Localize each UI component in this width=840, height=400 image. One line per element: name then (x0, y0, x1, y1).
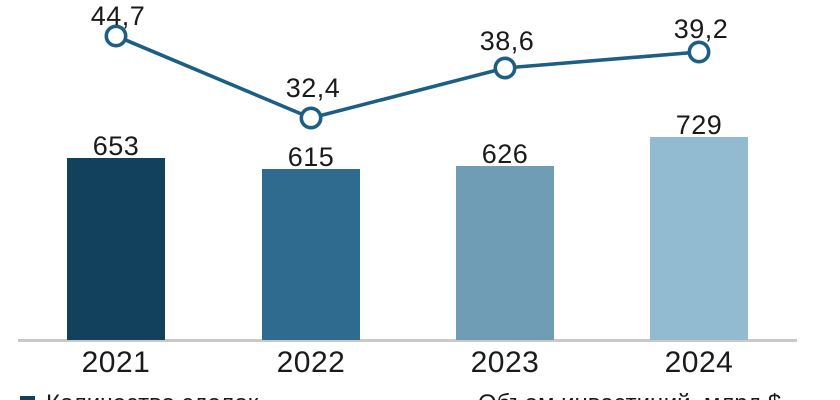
bar-2024 (650, 137, 748, 340)
bar-value-label-2022: 615 (287, 142, 335, 172)
line-value-label-2024: 39,2 (673, 14, 729, 44)
line-series-path (115, 34, 700, 120)
line-marker-2024 (687, 40, 711, 64)
line-marker-2022 (299, 106, 323, 130)
line-value-label-2022: 32,4 (285, 73, 341, 103)
line-value-label-2021: 44,7 (90, 1, 146, 31)
bar-2022 (262, 169, 360, 340)
line-value-label-2023: 38,6 (479, 26, 535, 56)
legend-bar-swatch (20, 396, 35, 400)
bar-value-label-2021: 653 (92, 131, 140, 161)
legend-label-deals: Количество сделок (46, 392, 258, 400)
x-axis-line (18, 339, 797, 342)
x-axis-label-2022: 2022 (276, 346, 346, 379)
bar-2023 (456, 166, 554, 340)
x-axis-label-2021: 2021 (81, 346, 151, 379)
legend: Количество сделок Объем инвестиций, млрд… (0, 390, 840, 400)
bar-value-label-2024: 729 (675, 110, 723, 140)
bar-value-label-2023: 626 (481, 139, 529, 169)
legend-label-investments: Объем инвестиций, млрд $ (478, 392, 781, 400)
bar-2021 (67, 158, 165, 340)
x-axis-label-2023: 2023 (470, 346, 540, 379)
x-axis-label-2024: 2024 (664, 346, 734, 379)
line-marker-2023 (493, 56, 517, 80)
